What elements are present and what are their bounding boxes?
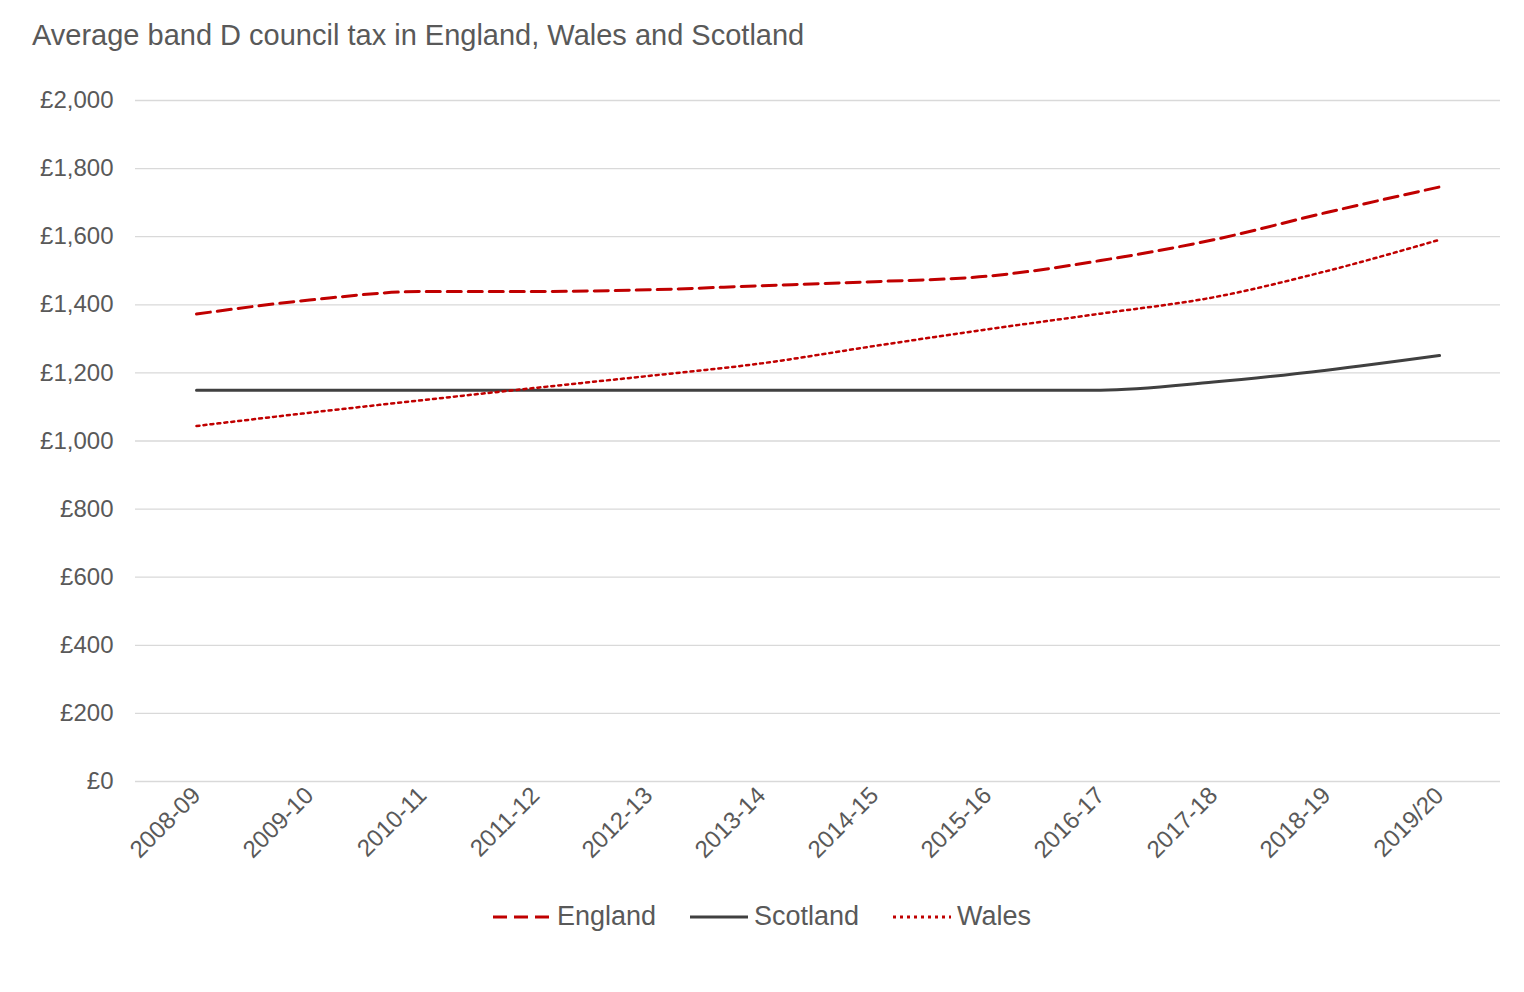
svg-text:£2,000: £2,000 <box>40 86 113 113</box>
svg-text:2015-16: 2015-16 <box>915 781 996 862</box>
svg-text:£1,800: £1,800 <box>40 154 113 181</box>
svg-text:£800: £800 <box>60 495 113 522</box>
svg-text:2016-17: 2016-17 <box>1028 781 1109 862</box>
svg-text:£400: £400 <box>60 631 113 658</box>
svg-text:2011-12: 2011-12 <box>464 781 544 861</box>
svg-text:2019/20: 2019/20 <box>1368 781 1448 861</box>
svg-text:£1,600: £1,600 <box>40 222 113 249</box>
svg-text:2009-10: 2009-10 <box>237 781 318 862</box>
html-text:England: England <box>556 901 656 931</box>
svg-text:2013-14: 2013-14 <box>689 781 770 862</box>
svg-text:2014-15: 2014-15 <box>802 781 883 862</box>
svg-text:2018-19: 2018-19 <box>1254 781 1335 862</box>
svg-text:£1,000: £1,000 <box>40 427 113 454</box>
svg-text:£1,400: £1,400 <box>40 290 113 317</box>
html-text:Scotland: Scotland <box>754 901 860 931</box>
svg-text:£200: £200 <box>60 699 113 726</box>
svg-text:2012-13: 2012-13 <box>576 781 657 862</box>
svg-text:2010-11: 2010-11 <box>351 781 431 861</box>
svg-text:£0: £0 <box>87 767 114 794</box>
html-text:Wales: Wales <box>957 901 1032 931</box>
svg-text:£600: £600 <box>60 563 113 590</box>
html-text:Average band D council tax in: Average band D council tax in England, W… <box>32 19 805 51</box>
svg-text:£1,200: £1,200 <box>40 359 113 386</box>
svg-text:2008-09: 2008-09 <box>124 781 205 862</box>
svg-text:2017-18: 2017-18 <box>1141 781 1222 862</box>
